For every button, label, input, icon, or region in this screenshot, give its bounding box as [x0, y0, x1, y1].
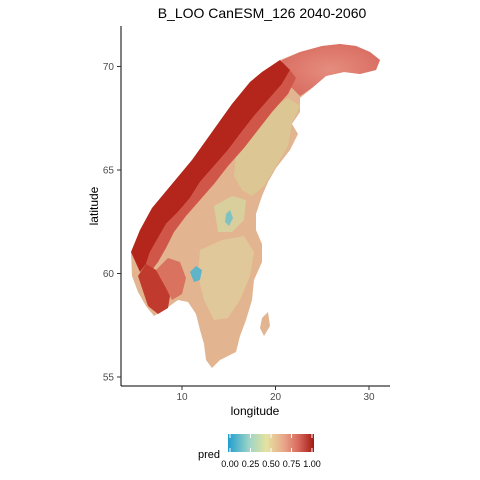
y-tick-label: 60: [103, 269, 115, 280]
coast-mid-band: [146, 70, 296, 270]
southern-low-zone: [198, 236, 254, 320]
scandinavia-map: [131, 44, 380, 368]
lake-inland: [225, 210, 233, 226]
legend-colorbar: [228, 434, 314, 452]
y-tick-label: 65: [103, 166, 115, 177]
north-region: [280, 44, 380, 96]
x-tick-label: 30: [363, 392, 375, 403]
legend-ticks: 0.00 0.25 0.50 0.75 1.00: [221, 434, 321, 469]
legend-tick-label: 0.00: [221, 459, 239, 469]
island-gotland: [260, 312, 270, 336]
legend-tick-label: 0.25: [242, 459, 260, 469]
x-axis: 10 20 30 longitude: [121, 385, 390, 418]
lake-vanern: [190, 266, 202, 282]
y-tick-label: 70: [103, 62, 115, 73]
legend-title: pred: [198, 449, 220, 461]
south-norway-mid: [156, 258, 186, 300]
land-base: [131, 44, 380, 368]
y-axis-ticks: 55 60 65 70: [103, 62, 121, 384]
south-norway-high: [138, 264, 170, 314]
legend: pred 0.00 0.25 0.50 0.75 1.00: [198, 434, 321, 469]
inland-low-zone: [234, 98, 300, 196]
x-tick-label: 20: [270, 392, 282, 403]
y-tick-label: 55: [103, 373, 115, 384]
y-axis: 55 60 65 70 latitude: [87, 26, 122, 386]
y-axis-title: latitude: [87, 186, 101, 225]
chart-title: B_LOO CanESM_126 2040-2060: [158, 5, 367, 21]
coast-high-band: [131, 60, 290, 272]
legend-tick-label: 1.00: [303, 459, 321, 469]
legend-tick-label: 0.50: [262, 459, 280, 469]
legend-tick-label: 0.75: [283, 459, 301, 469]
x-tick-label: 10: [176, 392, 188, 403]
x-axis-title: longitude: [231, 404, 280, 418]
x-axis-ticks: 10 20 30: [176, 386, 375, 403]
